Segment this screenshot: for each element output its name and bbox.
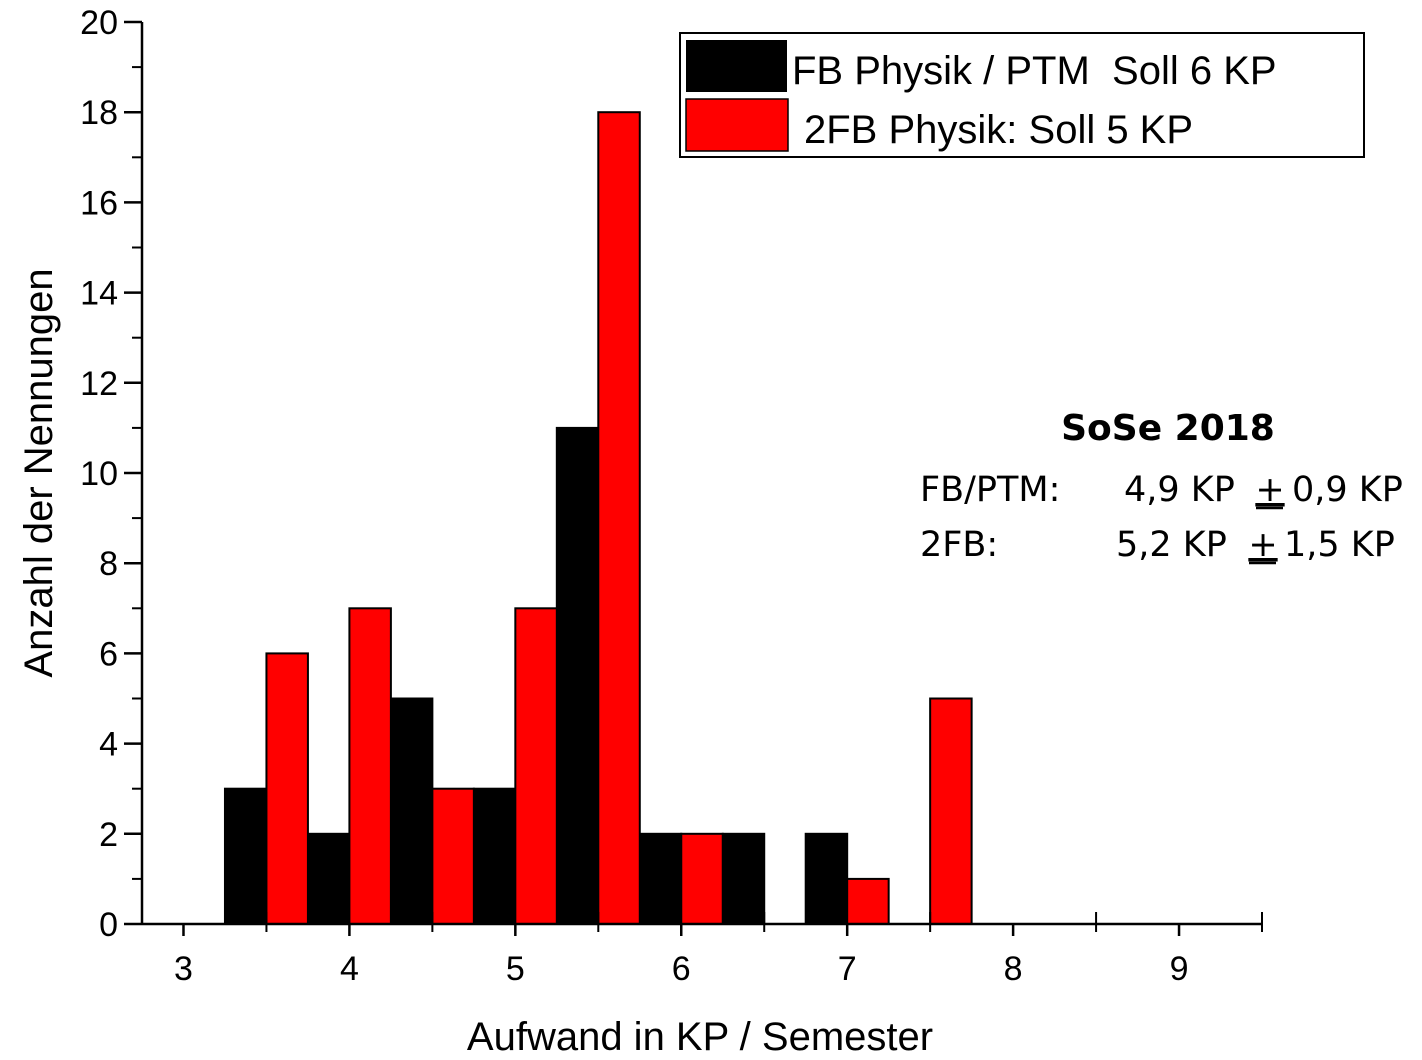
bar-2fb-5.5 — [598, 112, 639, 924]
bar-fb-ptm-6.5 — [723, 834, 764, 924]
x-tick-label-6: 6 — [672, 950, 691, 988]
x-tick-label-5: 5 — [506, 950, 525, 988]
legend: FB Physik / PTM Soll 6 KP 2FB Physik: So… — [680, 33, 1364, 157]
x-tick-label-3: 3 — [174, 950, 193, 988]
bar-fb-ptm-6 — [640, 834, 681, 924]
bar-fb-ptm-4.5 — [391, 699, 432, 925]
stats-row-fb-sd: 0,9 KP — [1292, 470, 1403, 510]
stats-row-fb-mean: 4,9 KP — [1124, 470, 1235, 510]
stats-row-fb-label: FB/PTM: — [920, 470, 1060, 510]
stats-row-2fb-label: 2FB: — [920, 525, 998, 565]
y-tick-label-16: 16 — [80, 184, 118, 222]
y-tick-label-0: 0 — [99, 906, 118, 944]
bar-2fb-3.5 — [266, 653, 307, 924]
stats-annotation: SoSe 2018 FB/PTM: 4,9 KP + 0,9 KP 2FB: 5… — [920, 408, 1403, 565]
y-axis-title: Anzahl der Nennungen — [17, 268, 61, 677]
bar-fb-ptm-3.5 — [225, 789, 266, 924]
y-tick-label-10: 10 — [80, 455, 118, 493]
bar-2fb-4 — [349, 608, 390, 924]
bar-2fb-6 — [681, 834, 722, 924]
y-tick-label-14: 14 — [80, 275, 118, 313]
y-tick-label-2: 2 — [99, 816, 118, 854]
x-tick-label-8: 8 — [1004, 950, 1023, 988]
legend-swatch-2fb — [686, 99, 788, 151]
bars-layer — [225, 112, 972, 924]
y-tick-label-20: 20 — [80, 4, 118, 42]
legend-label-fb: FB Physik / PTM Soll 6 KP — [792, 49, 1277, 93]
bar-fb-ptm-7 — [806, 834, 847, 924]
x-tick-label-7: 7 — [838, 950, 857, 988]
bar-2fb-4.5 — [432, 789, 473, 924]
x-tick-label-9: 9 — [1170, 950, 1189, 988]
legend-swatch-fb — [686, 40, 787, 92]
stats-row-fb-pm: + — [1255, 470, 1284, 510]
y-tick-label-6: 6 — [99, 635, 118, 673]
bar-2fb-7 — [847, 879, 888, 924]
y-tick-label-4: 4 — [99, 726, 118, 764]
stats-row-2fb-pm: + — [1248, 525, 1277, 565]
bar-fb-ptm-4 — [308, 834, 349, 924]
y-tick-label-18: 18 — [80, 94, 118, 132]
x-axis-title: Aufwand in KP / Semester — [467, 1015, 933, 1059]
bar-fb-ptm-5.5 — [557, 428, 598, 924]
y-tick-label-12: 12 — [80, 365, 118, 403]
stats-row-2fb-sd: 1,5 KP — [1284, 525, 1395, 565]
stats-row-2fb-mean: 5,2 KP — [1116, 525, 1227, 565]
bar-fb-ptm-5 — [474, 789, 515, 924]
x-tick-label-4: 4 — [340, 950, 359, 988]
bar-2fb-5 — [515, 608, 556, 924]
stats-title: SoSe 2018 — [1061, 408, 1275, 449]
bar-2fb-7.5 — [930, 699, 971, 925]
y-tick-label-8: 8 — [99, 545, 118, 583]
legend-label-2fb: 2FB Physik: Soll 5 KP — [804, 108, 1193, 152]
